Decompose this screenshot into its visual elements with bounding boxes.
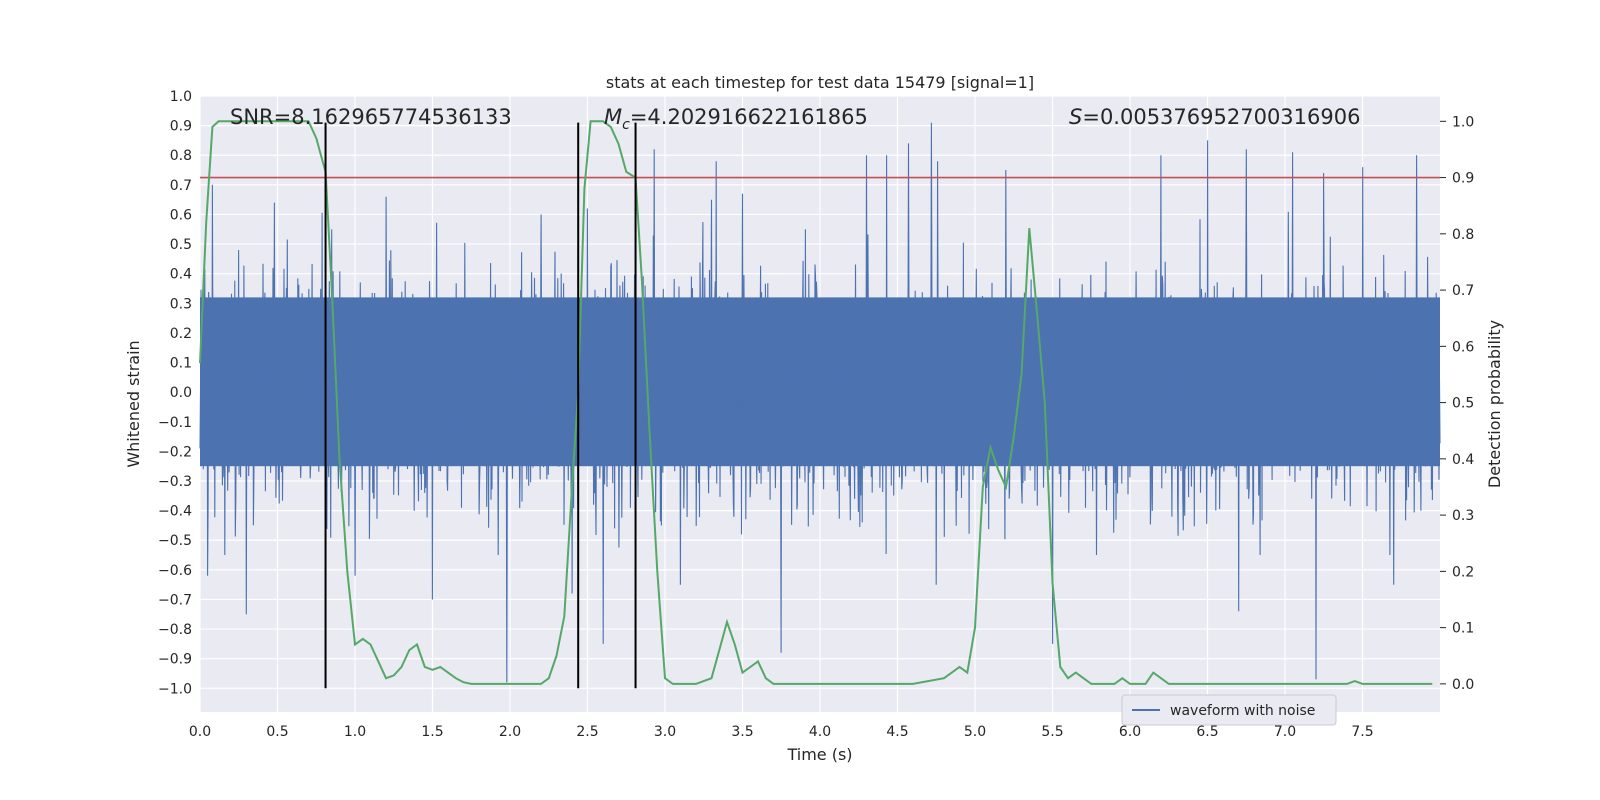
y-tick-label: 0.5 (170, 237, 192, 253)
probability-series (199, 120, 1433, 685)
y-tick-label: 0.7 (170, 178, 192, 194)
y-tick-label: 0.6 (170, 207, 192, 223)
x-tick-label: 3.0 (654, 724, 676, 740)
chirp-mass-annotation: Mc=4.202916622161865 (604, 105, 868, 133)
s-annotation: S=0.005376952700316906 (1069, 105, 1360, 129)
y-tick-label: −0.8 (158, 622, 192, 638)
x-tick-label: 2.5 (576, 724, 598, 740)
y-tick-label: 0.8 (170, 148, 192, 164)
y-tick-label: 0.9 (170, 119, 192, 135)
y-tick-label: 0.2 (170, 326, 192, 342)
x-axis-label: Time (s) (786, 745, 852, 764)
y-axis-label: Whitened strain (124, 340, 143, 467)
x-tick-label: 2.0 (499, 724, 521, 740)
y-tick-label: −0.9 (158, 652, 192, 668)
y-tick-label: 0.4 (170, 267, 192, 283)
y2-tick-label: 0.0 (1452, 677, 1474, 693)
y2-tick-label: 0.7 (1452, 283, 1474, 299)
x-tick-label: 1.0 (344, 724, 366, 740)
y2-tick-label: 0.1 (1452, 621, 1474, 637)
snr-annotation: SNR=8.162965774536133 (230, 105, 512, 129)
x-tick-label: 3.5 (731, 724, 753, 740)
y-tick-label: −1.0 (158, 681, 192, 697)
x-tick-label: 4.5 (886, 724, 908, 740)
y2-tick-label: 0.3 (1452, 508, 1474, 524)
vertical-markers (324, 122, 637, 689)
y-tick-label: −0.5 (158, 533, 192, 549)
x-tick-label: 6.5 (1196, 724, 1218, 740)
x-tick-label: 7.0 (1274, 724, 1296, 740)
x-tick-label: 0.0 (189, 724, 211, 740)
legend-waveform-label: waveform with noise (1170, 703, 1315, 719)
waveform-series (199, 122, 1441, 683)
y-tick-label: −0.1 (158, 415, 192, 431)
y-tick-label: −0.6 (158, 563, 192, 579)
y2-tick-label: 0.8 (1452, 227, 1474, 243)
x-tick-label: 5.5 (1041, 724, 1063, 740)
y-tick-label: −0.4 (158, 504, 192, 520)
y-tick-label: −0.3 (158, 474, 192, 490)
chart-title: stats at each timestep for test data 154… (606, 73, 1034, 92)
y-tick-label: 0.0 (170, 385, 192, 401)
waveform-line (199, 122, 1441, 683)
y2-axis-label: Detection probability (1485, 320, 1504, 488)
y2-tick-label: 1.0 (1452, 114, 1474, 130)
x-tick-labels: 0.0 0.5 1.0 1.5 2.0 2.5 3.0 3.5 4.0 4.5 5.0 5.5 6.0 6… (189, 724, 1374, 740)
probability-line (199, 120, 1433, 685)
y-tick-label: −0.2 (158, 444, 192, 460)
x-tick-label: 4.0 (809, 724, 831, 740)
y2-tick-label: 0.6 (1452, 339, 1474, 355)
y2-tick-label: 0.4 (1452, 452, 1474, 468)
y2-tick-label: 0.5 (1452, 396, 1474, 412)
legend-box (1121, 694, 1337, 726)
y2-tick-label: 0.9 (1452, 171, 1474, 187)
x-tick-label: 0.5 (266, 724, 288, 740)
y2-tick-label: 0.2 (1452, 564, 1474, 580)
x-tick-label: 5.0 (964, 724, 986, 740)
y-tick-label: 0.3 (170, 296, 192, 312)
y2-tick-labels: 1.0 0.9 0.8 0.7 0.6 0.5 0.4 0.3 0.2 0.1 0.0 (1440, 114, 1474, 693)
y-tick-label: −0.7 (158, 592, 192, 608)
legend: waveform with noise (1121, 694, 1337, 726)
x-tick-label: 6.0 (1119, 724, 1141, 740)
y-tick-labels: 1.0 0.9 0.8 0.7 0.6 0.5 0.4 0.3 0.2 0.1 0.0 −0.1 −0.… (158, 89, 192, 697)
x-tick-label: 1.5 (421, 724, 443, 740)
y-tick-label: 0.1 (170, 356, 192, 372)
x-tick-label: 7.5 (1351, 724, 1373, 740)
y-tick-label: 1.0 (170, 89, 192, 105)
